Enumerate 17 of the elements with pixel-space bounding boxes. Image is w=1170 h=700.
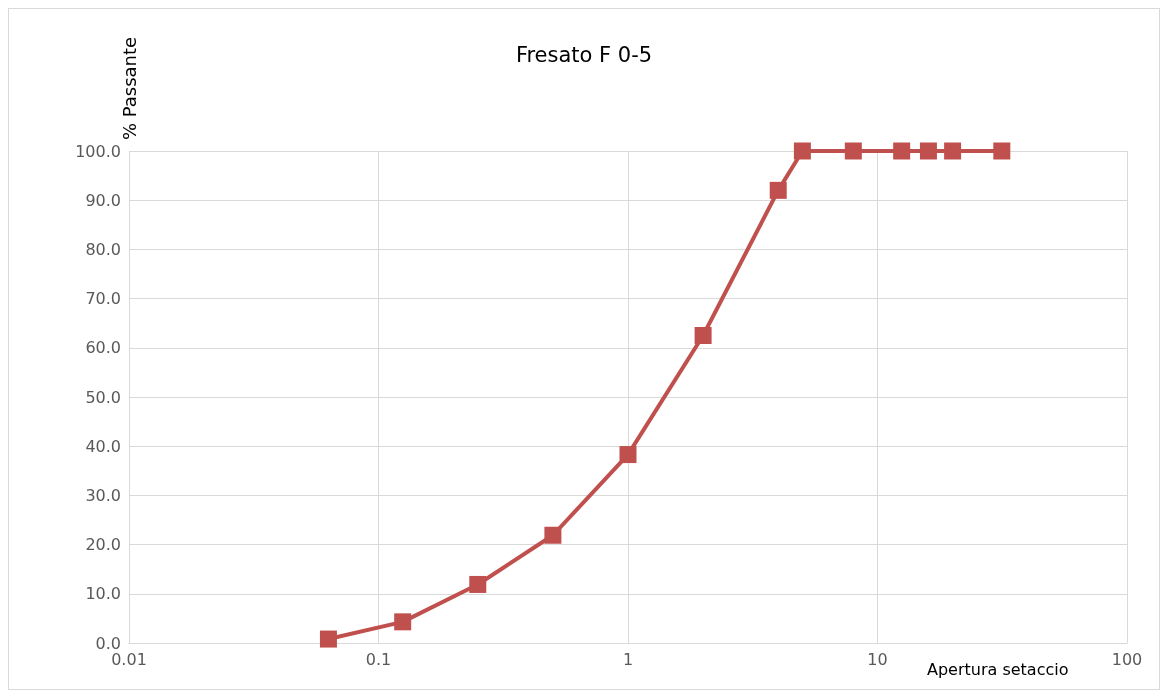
- y-tick-label: 60.0: [85, 338, 121, 358]
- y-tick-label: 30.0: [85, 485, 121, 505]
- y-tick-label: 20.0: [85, 535, 121, 555]
- y-tick-label: 40.0: [85, 436, 121, 456]
- x-tick-label: 0.1: [365, 649, 392, 669]
- x-tick-label: 1: [622, 649, 634, 669]
- y-tick-label: 100.0: [75, 141, 121, 161]
- y-tick-label: 50.0: [85, 387, 121, 407]
- y-tick-label: 90.0: [85, 190, 121, 210]
- x-tick-label: 100: [1111, 649, 1143, 669]
- x-axis-title: Apertura setaccio: [927, 659, 1069, 679]
- y-tick-label: 10.0: [85, 584, 121, 604]
- chart-title: Fresato F 0-5: [515, 42, 653, 67]
- y-tick-label: 80.0: [85, 239, 121, 259]
- y-tick-label: 70.0: [85, 289, 121, 309]
- x-tick-label: 10: [867, 649, 888, 669]
- y-axis-title: % Passante: [118, 36, 140, 141]
